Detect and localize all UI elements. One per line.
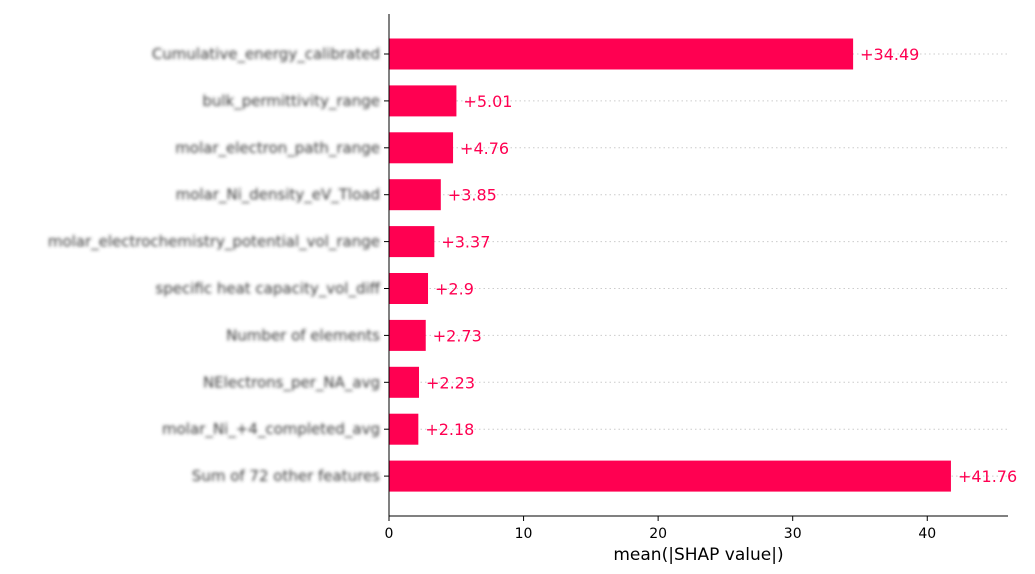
- bar: [389, 38, 854, 70]
- y-tick-label: Number of elements: [226, 326, 380, 344]
- bar-value-label: +3.85: [448, 186, 497, 205]
- bar: [389, 366, 420, 398]
- bar-value-labels: +34.49 +5.01 +4.76 +3.85 +3.37 +2.9 +2.73 +2.23…: [425, 45, 1017, 486]
- y-tick-labels: Cumulative_energy_calibrated bulk_permitt…: [48, 45, 389, 485]
- axes: [388, 14, 1008, 517]
- y-tick-label: NElectrons_per_NA_avg: [203, 373, 380, 392]
- bar-value-label: +5.01: [463, 92, 512, 111]
- bar: [389, 460, 951, 492]
- y-tick-label: Sum of 72 other features: [192, 467, 380, 485]
- x-axis-label: mean(|SHAP value|): [613, 545, 783, 565]
- y-tick-label: specific heat capacity_vol_diff: [155, 280, 380, 299]
- x-tick-label: 30: [784, 526, 802, 542]
- y-tick-label: molar_electron_path_range: [175, 139, 380, 158]
- y-tick-label: molar_Ni_+4_completed_avg: [162, 420, 380, 439]
- bar: [389, 179, 441, 211]
- x-tick-label: 0: [385, 526, 394, 542]
- bar: [389, 85, 457, 117]
- x-ticks: 0 10 20 30 40: [385, 516, 936, 542]
- bar-value-label: +2.23: [426, 373, 475, 392]
- bar-value-label: +4.76: [460, 139, 509, 158]
- bar: [389, 226, 435, 258]
- bar-value-label: +2.18: [425, 420, 474, 439]
- y-tick-label: Cumulative_energy_calibrated: [152, 45, 380, 64]
- bar: [389, 319, 426, 351]
- x-tick-label: 20: [649, 526, 667, 542]
- bar-value-label: +34.49: [860, 45, 919, 64]
- y-tick-label: bulk_permittivity_range: [202, 92, 380, 111]
- bar: [389, 413, 419, 445]
- gridlines: [389, 53, 1008, 477]
- bar-value-label: +41.76: [958, 467, 1017, 486]
- bar-value-label: +3.37: [441, 233, 490, 252]
- bar-value-label: +2.9: [435, 280, 474, 299]
- x-tick-label: 40: [918, 526, 936, 542]
- y-tick-label: molar_electrochemistry_potential_vol_ran…: [48, 233, 380, 252]
- y-tick-label: molar_Ni_density_eV_Tload: [176, 186, 380, 205]
- bar: [389, 132, 454, 164]
- bars: [389, 38, 951, 492]
- x-tick-label: 10: [515, 526, 533, 542]
- bar-value-label: +2.73: [433, 326, 482, 345]
- bar: [389, 273, 429, 304]
